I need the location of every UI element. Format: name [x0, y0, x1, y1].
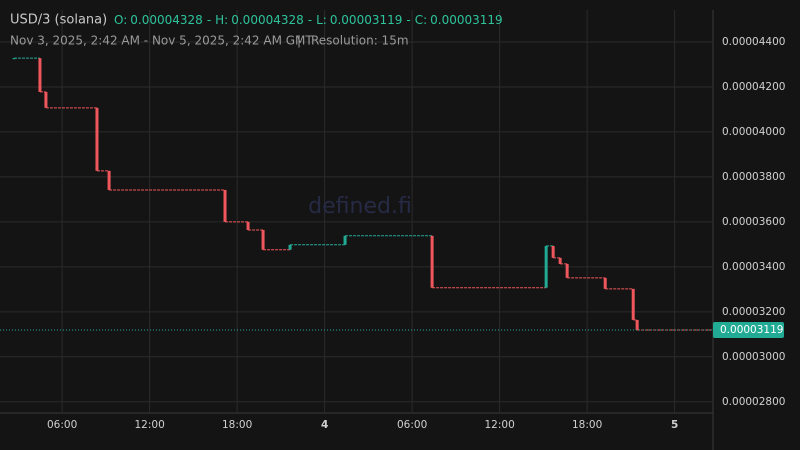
- x-tick-label: 06:00: [47, 419, 77, 431]
- candle-body: [288, 244, 292, 250]
- candle-body: [223, 189, 227, 222]
- candle-body: [246, 221, 250, 230]
- y-tick-label: 0.00003600: [722, 216, 785, 228]
- ohlc-separator: -: [207, 13, 211, 27]
- ohlc-label: O:: [114, 13, 127, 27]
- candle-body: [565, 263, 569, 278]
- resolution: Resolution: 15m: [311, 34, 409, 48]
- x-tick-label: 18:00: [222, 419, 252, 431]
- candle-body: [343, 235, 347, 245]
- x-tick-label: 12:00: [484, 419, 514, 431]
- candle-body: [107, 170, 111, 190]
- candle-body: [12, 58, 16, 60]
- candle-body: [544, 245, 548, 288]
- ohlc-value: 0.00003119: [330, 13, 403, 27]
- separator: |: [297, 34, 301, 48]
- candle-body: [95, 107, 99, 171]
- ohlc-label: L:: [316, 13, 327, 27]
- y-tick-label: 0.00002800: [722, 396, 785, 408]
- last-price-box: [713, 322, 784, 339]
- y-tick-label: 0.00003400: [722, 261, 785, 273]
- last-price-label: 0.00003119: [720, 324, 783, 336]
- y-tick-label: 0.00003200: [722, 306, 785, 318]
- candle-body: [635, 319, 639, 331]
- watermark: defined.fi: [308, 194, 412, 219]
- chart-title: USD/3 (solana): [10, 13, 107, 28]
- y-tick-label: 0.00004200: [722, 81, 785, 93]
- ohlc-label: H:: [215, 13, 228, 27]
- ohlc-value: 0.00004328: [130, 13, 203, 27]
- candle-body: [603, 277, 607, 289]
- x-tick-label: 06:00: [397, 419, 427, 431]
- candle-body: [551, 245, 555, 258]
- x-tick-label: 5: [671, 419, 678, 431]
- ohlc-label: C:: [415, 13, 427, 27]
- candle-body: [558, 257, 562, 264]
- candle-body: [631, 288, 635, 320]
- candle-body: [44, 91, 48, 108]
- y-tick-label: 0.00003000: [722, 351, 785, 363]
- ohlc-separator: -: [406, 13, 410, 27]
- ohlc-value: 0.00004328: [231, 13, 304, 27]
- subtitle: Nov 3, 2025, 2:42 AM - Nov 5, 2025, 2:42…: [10, 34, 313, 48]
- y-tick-label: 0.00004000: [722, 126, 785, 138]
- y-tick-label: 0.00003800: [722, 171, 785, 183]
- ohlc-value: 0.00003119: [430, 13, 503, 27]
- x-tick-label: 18:00: [572, 419, 602, 431]
- candle-body: [38, 58, 42, 92]
- candle-body: [261, 229, 265, 250]
- x-tick-label: 4: [321, 419, 328, 431]
- x-tick-label: 12:00: [134, 419, 164, 431]
- candle-body: [430, 235, 434, 288]
- ohlc-separator: -: [308, 13, 312, 27]
- y-tick-label: 0.00004400: [722, 36, 785, 48]
- ohlc-legend: O: 0.00004328- H: 0.00004328- L: 0.00003119- C…: [114, 13, 503, 27]
